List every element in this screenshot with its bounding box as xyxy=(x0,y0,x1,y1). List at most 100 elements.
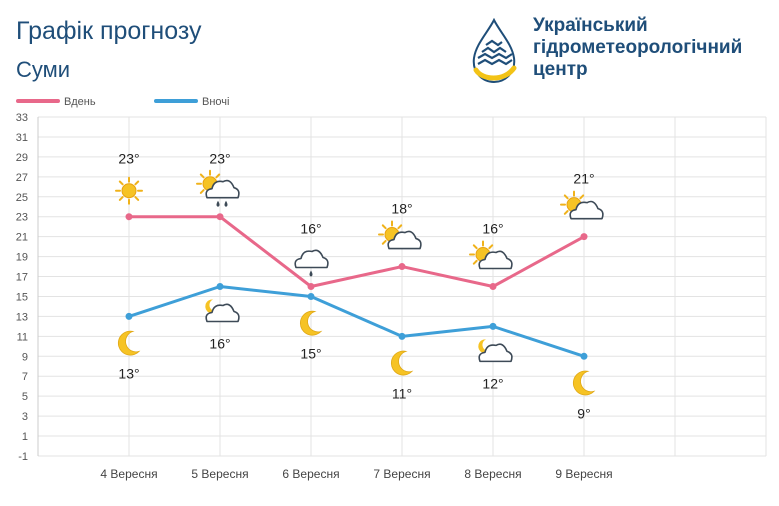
x-tick-label: 8 Вересня xyxy=(464,467,521,481)
night-series-line xyxy=(128,285,585,358)
sun-ray xyxy=(381,224,387,230)
moon-icon xyxy=(299,310,323,336)
moon-shape xyxy=(572,370,596,396)
moon-icon xyxy=(117,330,141,356)
night-temp-label: 11° xyxy=(392,385,412,401)
moon-shape xyxy=(478,339,491,354)
x-tick-label: 5 Вересня xyxy=(191,467,248,481)
y-tick-label: 27 xyxy=(16,172,28,184)
moon-shape xyxy=(299,310,323,336)
day-data-point xyxy=(307,283,315,290)
sun-ray xyxy=(118,196,124,201)
partly-cloudy-rain-icon xyxy=(196,169,240,207)
sun-ray xyxy=(118,180,124,186)
partly-cloudy-icon xyxy=(560,190,604,220)
x-tick-label: 4 Вересня xyxy=(100,467,157,481)
sun-ray xyxy=(199,173,205,179)
night-temp-label: 13° xyxy=(118,365,139,381)
moon-shape xyxy=(390,350,414,376)
day-data-point xyxy=(489,283,497,290)
moon-shape xyxy=(117,330,141,356)
partly-cloudy-icon xyxy=(469,240,513,270)
sun-ray xyxy=(215,173,221,179)
y-tick-label: 13 xyxy=(16,311,28,323)
day-series-line xyxy=(129,215,585,288)
x-tick-label: 7 Вересня xyxy=(373,467,430,481)
cloud-shape xyxy=(205,303,240,323)
page-title: Графік прогнозу xyxy=(16,17,202,45)
sun-ray xyxy=(563,210,569,215)
night-data-point xyxy=(125,312,133,320)
y-tick-label: 19 xyxy=(16,252,28,264)
day-temp-label: 23° xyxy=(209,151,230,167)
night-temp-label: 12° xyxy=(482,375,503,391)
y-tick-label: 15 xyxy=(16,291,28,303)
night-data-point xyxy=(307,292,315,300)
day-temp-label: 16° xyxy=(482,221,503,237)
day-data-point xyxy=(216,213,224,221)
day-temp-label: 23° xyxy=(118,151,139,167)
day-temp-label: 16° xyxy=(300,221,321,237)
night-temp-label: 15° xyxy=(300,345,321,361)
legend-label: Вночі xyxy=(202,96,229,108)
cloud-shape xyxy=(478,250,513,270)
cloud-rain-icon xyxy=(294,249,329,277)
y-tick-label: 17 xyxy=(16,272,28,284)
y-tick-label: 29 xyxy=(16,152,28,164)
y-tick-label: -1 xyxy=(18,451,28,463)
day-temp-label: 18° xyxy=(391,201,412,217)
night-data-point xyxy=(216,283,224,290)
org-name-line2: гідрометеорологічний xyxy=(533,37,743,58)
day-data-point xyxy=(125,213,133,221)
ukrhydromet-logo-icon xyxy=(472,18,517,84)
sun-ray xyxy=(199,189,205,194)
sun-icon xyxy=(115,176,143,205)
night-temp-label: 16° xyxy=(209,336,230,352)
sun-ray xyxy=(579,194,585,200)
sun-ray xyxy=(397,224,403,230)
night-data-point xyxy=(489,322,497,330)
sun-ray xyxy=(381,239,387,245)
rain-drop xyxy=(224,200,228,207)
y-tick-label: 31 xyxy=(16,132,28,144)
y-tick-label: 9 xyxy=(22,351,28,363)
cloud-shape xyxy=(478,343,513,363)
x-tick-label: 9 Вересня xyxy=(555,467,612,481)
y-tick-label: 21 xyxy=(16,232,28,244)
org-name: Український гідрометеорологічний центр xyxy=(533,15,773,81)
sun-ray xyxy=(472,259,478,265)
cloud-shape xyxy=(569,200,604,220)
partly-cloudy-night-icon xyxy=(205,299,240,323)
city-name: Суми xyxy=(16,57,71,82)
sun-ray xyxy=(563,194,569,200)
sun-ray xyxy=(472,244,478,250)
sun-ray xyxy=(134,196,140,201)
partly-cloudy-icon xyxy=(378,220,422,250)
cloud-shape xyxy=(205,179,240,199)
cloud-shape xyxy=(387,230,422,250)
y-tick-label: 5 xyxy=(22,391,28,403)
night-data-point xyxy=(580,352,588,360)
day-data-point xyxy=(398,263,406,271)
partly-cloudy-night-icon xyxy=(478,339,513,363)
sun-ray xyxy=(488,244,494,250)
day-data-point xyxy=(580,233,588,241)
x-tick-label: 6 Вересня xyxy=(282,467,339,481)
night-temp-label: 9° xyxy=(577,405,590,421)
y-tick-label: 3 xyxy=(22,411,28,423)
cloud-shape xyxy=(294,249,329,269)
day-temp-label: 21° xyxy=(573,171,594,187)
legend-label: Вдень xyxy=(64,96,96,108)
rain-drop xyxy=(216,200,220,207)
y-tick-label: 11 xyxy=(17,331,28,343)
y-tick-label: 23 xyxy=(16,212,28,224)
night-data-point xyxy=(398,332,406,340)
y-tick-label: 33 xyxy=(16,112,28,124)
moon-shape xyxy=(205,299,218,314)
org-name-line3: центр xyxy=(533,59,588,80)
y-tick-label: 7 xyxy=(22,371,28,383)
y-tick-label: 25 xyxy=(16,192,28,204)
sun-disc xyxy=(121,183,137,199)
org-name-line1: Український xyxy=(533,15,648,36)
